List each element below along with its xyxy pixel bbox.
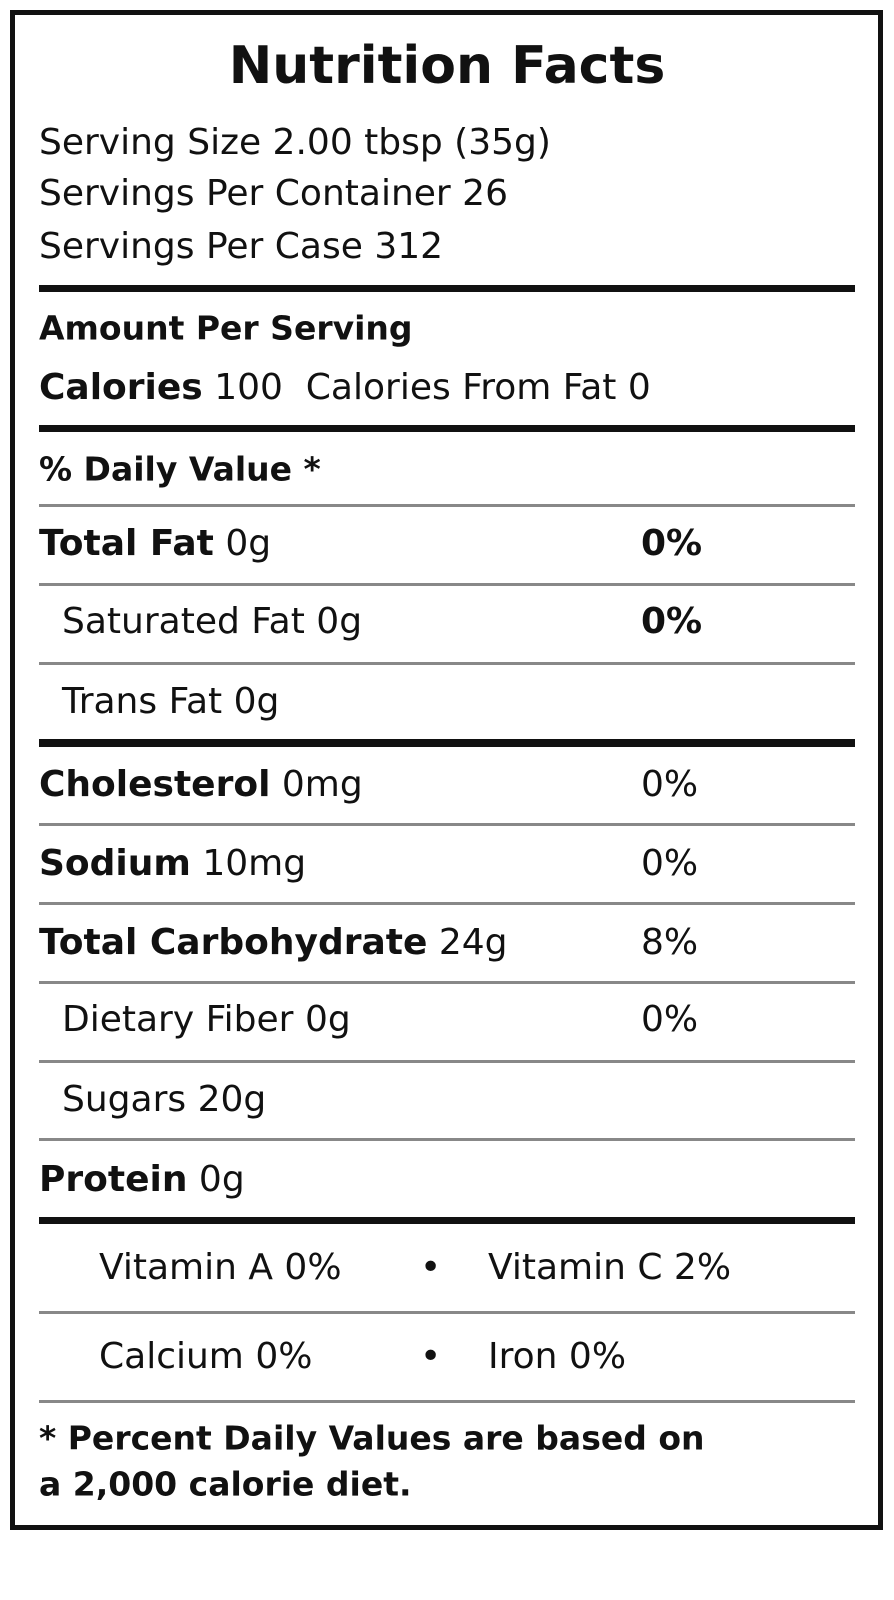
- rule: [39, 1060, 855, 1063]
- amount-header: Amount Per Serving: [39, 308, 413, 348]
- nutrient-amount: 24g: [438, 922, 508, 963]
- calories-from-fat: Calories From Fat 0: [305, 367, 651, 408]
- nutrient-name: Total Fat: [39, 523, 214, 564]
- dv-header: % Daily Value *: [39, 449, 321, 489]
- nutrient-row: Dietary Fiber 0g: [62, 1002, 351, 1038]
- nutrient-dv: 8%: [641, 922, 699, 963]
- bullet: •: [420, 1336, 442, 1377]
- nutrient-row: Total Carbohydrate 24g: [39, 925, 508, 961]
- nutrient-dv: 0%: [641, 843, 699, 884]
- nutrient-amount: 10mg: [202, 843, 307, 884]
- label-border: [10, 10, 883, 1530]
- nutrient-row: Total Fat 0g: [39, 526, 271, 562]
- calories-row: Calories 100 Calories From Fat 0: [39, 370, 651, 406]
- calories-label: Calories: [39, 367, 203, 408]
- rule: [39, 285, 855, 292]
- rule: [39, 739, 855, 747]
- rule: [39, 1138, 855, 1141]
- rule: [39, 504, 855, 507]
- serving-line: Servings Per Container 26: [39, 173, 508, 214]
- nutrient-dv: 0%: [641, 523, 703, 564]
- rule: [39, 583, 855, 586]
- serving-line: Serving Size 2.00 tbsp (35g): [39, 122, 551, 163]
- nutrient-row: Cholesterol 0mg: [39, 767, 363, 803]
- title: Nutrition Facts: [228, 36, 666, 96]
- rule: [39, 823, 855, 826]
- nutrient-amount: 0g: [316, 601, 363, 642]
- vitamin: Vitamin C 2%: [488, 1247, 732, 1288]
- nutrient-name: Trans Fat: [62, 681, 223, 722]
- nutrient-amount: 0g: [225, 523, 272, 564]
- footnote: * Percent Daily Values are based on: [39, 1418, 705, 1458]
- nutrient-dv: 0%: [641, 601, 703, 642]
- footnote: a 2,000 calorie diet.: [39, 1464, 412, 1504]
- nutrient-amount: 0g: [198, 1159, 245, 1200]
- rule: [39, 981, 855, 984]
- rule: [39, 1311, 855, 1314]
- rule: [39, 1400, 855, 1403]
- calories-value: 100: [214, 367, 283, 408]
- nutrient-amount: 0mg: [281, 764, 363, 805]
- nutrient-amount: 0g: [233, 681, 280, 722]
- rule: [39, 425, 855, 432]
- nutrient-name: Protein: [39, 1159, 188, 1200]
- nutrient-row: Protein 0g: [39, 1162, 245, 1198]
- vitamin: Iron 0%: [488, 1336, 627, 1377]
- nutrient-name: Total Carbohydrate: [39, 922, 428, 963]
- nutrient-row: Sugars 20g: [62, 1082, 266, 1118]
- nutrient-name: Saturated Fat: [62, 601, 305, 642]
- rule: [39, 662, 855, 665]
- nutrient-name: Dietary Fiber: [62, 999, 294, 1040]
- nutrient-row: Sodium 10mg: [39, 846, 306, 882]
- nutrient-name: Sugars: [62, 1079, 187, 1120]
- rule: [39, 1217, 855, 1224]
- nutrient-row: Saturated Fat 0g: [62, 604, 362, 640]
- nutrient-row: Trans Fat 0g: [62, 684, 279, 720]
- vitamin: Calcium 0%: [99, 1336, 313, 1377]
- vitamin: Vitamin A 0%: [99, 1247, 342, 1288]
- nutrient-dv: 0%: [641, 764, 699, 805]
- nutrient-name: Sodium: [39, 843, 191, 884]
- nutrient-amount: 20g: [197, 1079, 267, 1120]
- serving-line: Servings Per Case 312: [39, 226, 444, 267]
- rule: [39, 902, 855, 905]
- nutrient-dv: 0%: [641, 999, 699, 1040]
- bullet: •: [420, 1247, 442, 1288]
- nutrient-amount: 0g: [304, 999, 351, 1040]
- nutrient-name: Cholesterol: [39, 764, 271, 805]
